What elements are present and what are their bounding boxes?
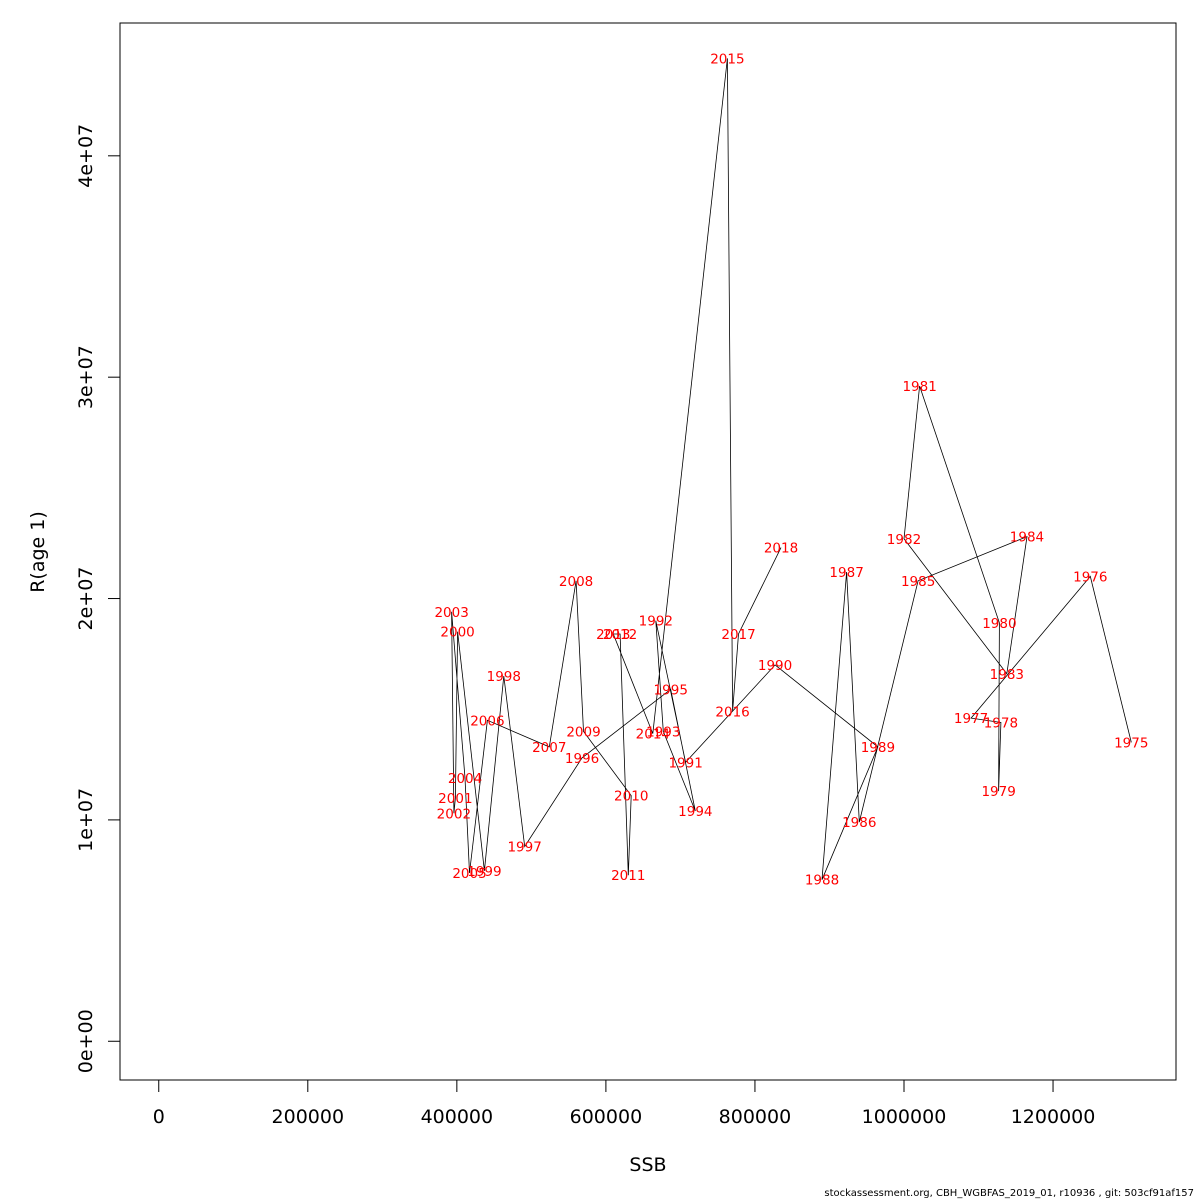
point-label-2000: 2000 [440, 625, 474, 641]
point-label-1989: 1989 [861, 740, 895, 756]
point-label-2016: 2016 [715, 704, 749, 720]
recruitment-path-line [451, 58, 1132, 880]
point-label-1984: 1984 [1010, 530, 1044, 546]
y-axis-label: R(age 1) [27, 511, 49, 593]
point-label-2002: 2002 [437, 806, 471, 822]
point-label-1995: 1995 [654, 682, 688, 698]
point-label-2003: 2003 [434, 605, 468, 621]
point-label-2008: 2008 [559, 574, 593, 590]
point-label-1991: 1991 [668, 755, 702, 771]
x-tick-label: 0 [153, 1106, 165, 1128]
point-label-1983: 1983 [990, 667, 1024, 683]
y-axis: 0e+00 1e+07 2e+07 3e+07 4e+07 [75, 124, 121, 1073]
point-label-1979: 1979 [981, 784, 1015, 800]
y-tick-label: 1e+07 [75, 788, 97, 852]
point-label-2012: 2012 [603, 627, 637, 643]
point-label-2017: 2017 [721, 627, 755, 643]
point-label-1977: 1977 [954, 711, 988, 727]
point-label-2010: 2010 [614, 789, 648, 805]
point-label-2011: 2011 [611, 868, 645, 884]
point-label-2007: 2007 [532, 740, 566, 756]
y-tick-label: 4e+07 [75, 124, 97, 188]
point-label-2013: 2013 [596, 627, 630, 643]
x-tick-label: 600000 [570, 1106, 643, 1128]
x-tick-label: 800000 [719, 1106, 792, 1128]
point-label-1982: 1982 [887, 532, 921, 548]
point-label-1988: 1988 [805, 873, 839, 889]
point-label-1997: 1997 [507, 839, 541, 855]
point-label-1978: 1978 [984, 716, 1018, 732]
point-label-2015: 2015 [710, 51, 744, 67]
point-label-1996: 1996 [565, 751, 599, 767]
point-label-2004: 2004 [448, 771, 482, 787]
point-label-2005: 2005 [452, 866, 486, 882]
x-axis: 0 200000 400000 600000 800000 1000000 1200000 [153, 1079, 1096, 1128]
point-label-1981: 1981 [902, 379, 936, 395]
x-tick-label: 200000 [272, 1106, 345, 1128]
point-label-1994: 1994 [678, 804, 712, 820]
plot-frame [119, 22, 1177, 1081]
point-label-2014: 2014 [636, 727, 670, 743]
point-label-1999: 1999 [467, 864, 501, 880]
point-label-1975: 1975 [1114, 735, 1148, 751]
point-label-1998: 1998 [487, 669, 521, 685]
point-label-1993: 1993 [646, 724, 680, 740]
point-label-2018: 2018 [764, 541, 798, 557]
footer-credit: stockassessment.org, CBH_WGBFAS_2019_01,… [824, 1188, 1194, 1199]
y-tick-label: 2e+07 [75, 567, 97, 631]
x-tick-label: 1000000 [862, 1106, 947, 1128]
point-label-2001: 2001 [438, 791, 472, 807]
point-label-2006: 2006 [470, 713, 504, 729]
y-tick-label: 3e+07 [75, 345, 97, 409]
point-label-1987: 1987 [829, 565, 863, 581]
point-label-1992: 1992 [639, 614, 673, 630]
x-tick-label: 400000 [421, 1106, 494, 1128]
point-label-2009: 2009 [566, 724, 600, 740]
point-label-1986: 1986 [842, 815, 876, 831]
x-axis-label: SSB [629, 1154, 666, 1176]
point-label-1985: 1985 [901, 574, 935, 590]
y-tick-label: 0e+00 [75, 1009, 97, 1073]
x-tick-label: 1200000 [1011, 1106, 1096, 1128]
point-label-1990: 1990 [758, 658, 792, 674]
point-label-1980: 1980 [982, 616, 1016, 632]
point-label-1976: 1976 [1073, 569, 1107, 585]
